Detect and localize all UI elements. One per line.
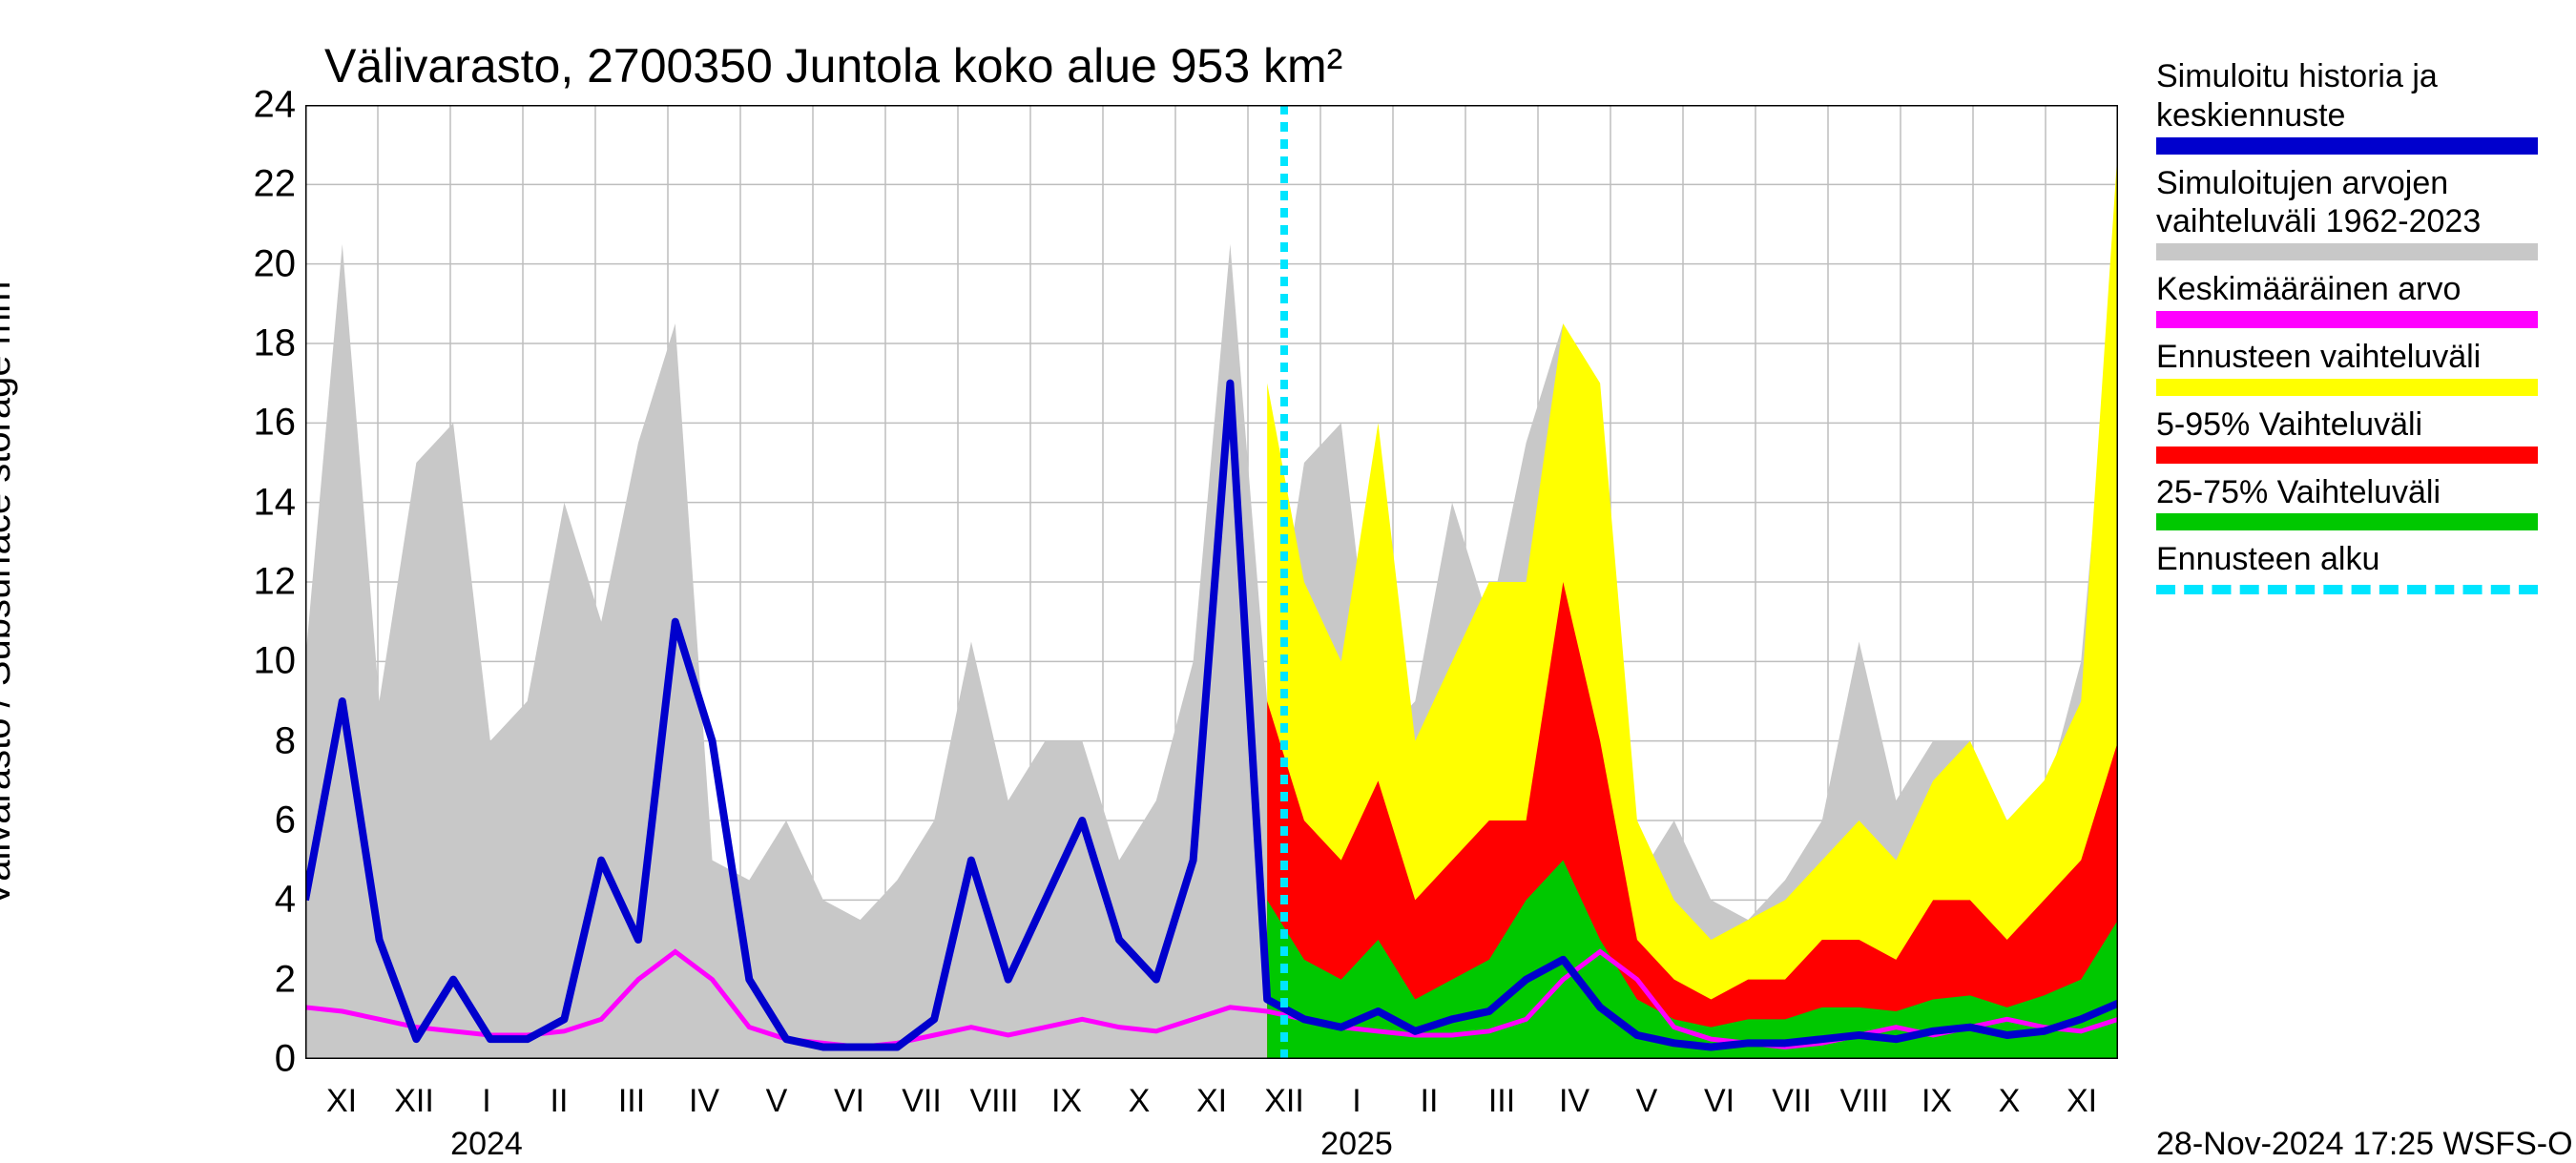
legend: Simuloitu historia jakeskiennusteSimuloi… xyxy=(2156,57,2557,604)
legend-entry: 25-75% Vaihteluväli xyxy=(2156,473,2557,531)
x-month-tick: IX xyxy=(1922,1083,1952,1120)
legend-entry: Simuloitu historia jakeskiennuste xyxy=(2156,57,2557,155)
legend-entry: Simuloitujen arvojenvaihteluväli 1962-20… xyxy=(2156,164,2557,261)
plot-svg xyxy=(305,105,2118,1059)
x-month-tick: III xyxy=(618,1083,645,1120)
legend-swatch xyxy=(2156,137,2538,155)
y-tick: 14 xyxy=(254,481,297,524)
legend-swatch xyxy=(2156,379,2538,396)
x-month-tick: IV xyxy=(689,1083,719,1120)
y-tick: 4 xyxy=(275,879,296,922)
x-month-tick: II xyxy=(551,1083,569,1120)
x-month-tick: X xyxy=(1999,1083,2021,1120)
x-month-tick: V xyxy=(1636,1083,1658,1120)
x-month-tick: XI xyxy=(1196,1083,1227,1120)
x-month-tick: II xyxy=(1421,1083,1439,1120)
y-tick: 20 xyxy=(254,242,297,285)
x-month-tick: XII xyxy=(394,1083,434,1120)
x-month-tick: XI xyxy=(2067,1083,2097,1120)
y-tick: 8 xyxy=(275,719,296,762)
y-tick: 12 xyxy=(254,561,297,604)
y-tick: 16 xyxy=(254,402,297,445)
legend-text: Ennusteen vaihteluväli xyxy=(2156,338,2557,377)
x-month-tick: V xyxy=(766,1083,788,1120)
legend-text: Simuloitu historia ja xyxy=(2156,57,2557,96)
x-month-tick: VIII xyxy=(969,1083,1018,1120)
x-month-tick: IX xyxy=(1051,1083,1082,1120)
y-tick: 24 xyxy=(254,84,297,127)
legend-entry: 5-95% Vaihteluväli xyxy=(2156,405,2557,464)
legend-swatch xyxy=(2156,585,2538,594)
legend-text: Keskimääräinen arvo xyxy=(2156,270,2557,309)
y-tick: 6 xyxy=(275,800,296,842)
legend-text: Ennusteen alku xyxy=(2156,540,2557,579)
x-month-tick: VI xyxy=(834,1083,864,1120)
y-tick: 2 xyxy=(275,958,296,1001)
x-month-tick: I xyxy=(482,1083,490,1120)
legend-text: 25-75% Vaihteluväli xyxy=(2156,473,2557,512)
legend-entry: Ennusteen vaihteluväli xyxy=(2156,338,2557,396)
legend-text: vaihteluväli 1962-2023 xyxy=(2156,202,2557,241)
chart-container: Välivarasto / Subsurface storage mm Väli… xyxy=(0,0,2576,1145)
y-tick: 10 xyxy=(254,640,297,683)
x-month-tick: XI xyxy=(326,1083,357,1120)
legend-swatch xyxy=(2156,243,2538,260)
y-tick: 0 xyxy=(275,1038,296,1081)
x-month-tick: VII xyxy=(902,1083,942,1120)
x-month-tick: VI xyxy=(1704,1083,1735,1120)
x-month-tick: VII xyxy=(1772,1083,1812,1120)
legend-entry: Ennusteen alku xyxy=(2156,540,2557,594)
x-month-tick: XII xyxy=(1264,1083,1304,1120)
legend-swatch xyxy=(2156,447,2538,464)
x-month-tick: X xyxy=(1129,1083,1151,1120)
y-tick: 22 xyxy=(254,163,297,206)
legend-swatch xyxy=(2156,513,2538,530)
x-month-tick: IV xyxy=(1559,1083,1589,1120)
x-month-tick: I xyxy=(1352,1083,1361,1120)
legend-swatch xyxy=(2156,311,2538,328)
legend-text: keskiennuste xyxy=(2156,96,2557,135)
y-axis-label: Välivarasto / Subsurface storage mm xyxy=(0,281,19,907)
x-month-tick: III xyxy=(1488,1083,1515,1120)
legend-entry: Keskimääräinen arvo xyxy=(2156,270,2557,328)
chart-title: Välivarasto, 2700350 Juntola koko alue 9… xyxy=(324,38,1342,93)
legend-text: Simuloitujen arvojen xyxy=(2156,164,2557,203)
y-tick: 18 xyxy=(254,322,297,365)
legend-text: 5-95% Vaihteluväli xyxy=(2156,405,2557,445)
x-month-tick: VIII xyxy=(1839,1083,1888,1120)
